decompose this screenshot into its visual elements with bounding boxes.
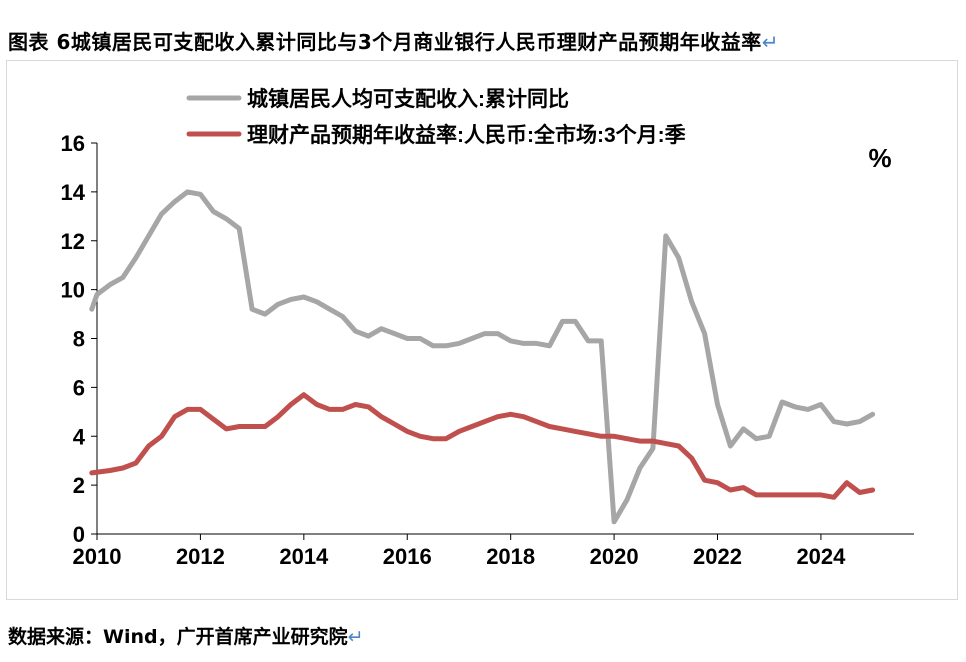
series-line-1 <box>89 392 876 500</box>
unit-label: % <box>868 143 891 173</box>
return-mark-icon: ↵ <box>761 30 780 54</box>
x-tick-label: 2018 <box>486 544 535 569</box>
x-tick-label: 2014 <box>279 544 329 569</box>
x-tick-label: 2012 <box>176 544 225 569</box>
figure-title: 图表 6城镇居民可支配收入累计同比与3个月商业银行人民币理财产品预期年收益率↵ <box>8 30 780 54</box>
return-mark-icon: ↵ <box>347 626 364 648</box>
y-tick-label: 10 <box>61 278 85 303</box>
x-tick-label: 2024 <box>796 544 846 569</box>
series-line-0 <box>89 189 876 525</box>
series-layer <box>89 189 876 525</box>
y-tick-label: 12 <box>61 229 85 254</box>
y-tick-label: 8 <box>73 327 85 352</box>
legend-label-0: 城镇居民人均可支配收入:累计同比 <box>247 87 569 111</box>
figure-source: 数据来源：Wind，广开首席产业研究院↵ <box>8 626 364 648</box>
legend-label-1: 理财产品预期年收益率:人民币:全市场:3个月:季 <box>247 123 686 147</box>
x-tick-label: 2010 <box>73 544 122 569</box>
y-tick-label: 0 <box>73 522 85 547</box>
axes: 0 2 4 6 8 10 12 14 16 2010 2012 2014 2016 2018 2020 202… <box>61 131 914 569</box>
y-tick-label: 6 <box>73 375 85 400</box>
chart-area: 0 2 4 6 8 10 12 14 16 2010 2012 2014 2016 2018 2020 202… <box>6 60 958 600</box>
y-tick-label: 2 <box>73 473 85 498</box>
y-tick-label: 16 <box>61 131 85 156</box>
line-chart: 0 2 4 6 8 10 12 14 16 2010 2012 2014 2016 2018 2020 202… <box>61 87 914 569</box>
x-tick-label: 2022 <box>693 544 742 569</box>
y-tick-label: 14 <box>61 180 86 205</box>
x-tick-label: 2020 <box>590 544 639 569</box>
x-tick-label: 2016 <box>383 544 432 569</box>
y-tick-label: 4 <box>73 424 86 449</box>
